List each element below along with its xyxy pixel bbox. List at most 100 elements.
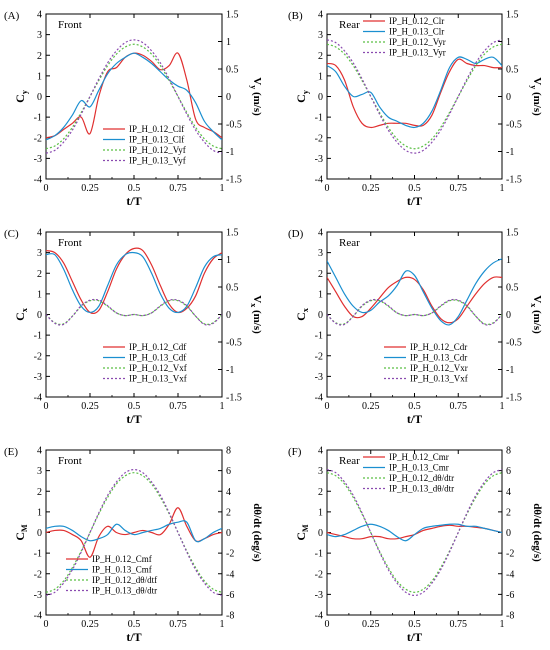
- y-left-axis-label: CM: [13, 524, 29, 541]
- x-tick-label: 0.25: [362, 619, 380, 630]
- legend-entry: IP_H_0.12_dθ/dtr: [389, 473, 454, 483]
- x-axis-label: t/T: [407, 412, 422, 426]
- y-right-tick-label: 6: [506, 466, 511, 477]
- y-left-tick-label: 3: [318, 30, 323, 41]
- y-left-tick-label: 1: [318, 507, 323, 518]
- y-left-tick-label: -2: [34, 351, 42, 362]
- series-line-ip-h-0-13-cmr: [327, 523, 502, 542]
- y-left-axis-label-sub: M: [20, 524, 29, 532]
- y-left-tick-label: 1: [37, 289, 42, 300]
- legend-entry: IP_H_0.12_Cdf: [129, 342, 186, 352]
- x-tick-label: 1: [500, 619, 505, 630]
- x-tick-label: 0: [44, 401, 49, 412]
- y-right-axis-label-sub: y: [529, 85, 538, 89]
- x-axis-label: t/T: [407, 630, 422, 644]
- legend-entry: IP_H_0.13_Vxf: [410, 374, 468, 384]
- legend: IP_H_0.12_CmfIP_H_0.13_CmfIP_H_0.12_dθ/d…: [66, 554, 157, 596]
- y-right-tick-label: 0: [506, 528, 511, 539]
- series-line-ip-h-0-13-vxf: [46, 298, 222, 326]
- legend-entry: IP_H_0.12_Vyr: [389, 37, 446, 47]
- y-right-axis-label-sub: y: [249, 85, 258, 89]
- y-left-tick-label: -2: [34, 569, 42, 580]
- y-right-axis-label: Vx (m/s): [249, 295, 263, 334]
- legend: IP_H_0.12_ClrIP_H_0.13_ClrIP_H_0.12_VyrI…: [363, 16, 446, 58]
- y-left-axis-label-sub: M: [301, 524, 310, 532]
- y-right-tick-label: 2: [506, 507, 511, 518]
- y-left-tick-label: 0: [318, 310, 323, 321]
- location-label: Front: [58, 455, 82, 467]
- y-left-tick-label: 0: [37, 92, 42, 103]
- series-line-ip-h-0-13-cmf: [46, 520, 222, 543]
- y-right-tick-label: 1.5: [226, 228, 239, 239]
- y-left-tick-label: -3: [34, 372, 42, 383]
- series-line-ip-h-0-12-vyf: [46, 43, 222, 150]
- y-left-tick-label: 4: [318, 446, 323, 457]
- y-right-tick-label: 1: [226, 255, 231, 266]
- series-line-ip-h-0-12-vxf: [46, 299, 222, 325]
- x-tick-label: 1: [500, 401, 505, 412]
- legend-entry: IP_H_0.13_Cdr: [410, 353, 467, 363]
- y-left-tick-label: -1: [34, 549, 42, 560]
- series-line-ip-h-0-13-clr: [327, 56, 502, 129]
- y-right-tick-label: -2: [506, 549, 514, 560]
- legend-entry: IP_H_0.12_dθ/dtf: [92, 575, 157, 585]
- y-right-tick-label: 0: [506, 310, 511, 321]
- series-line-ip-h-0-13-cdf: [46, 251, 222, 314]
- y-right-tick-label: -8: [506, 611, 514, 622]
- y-left-tick-label: 4: [37, 228, 42, 239]
- y-left-tick-label: 2: [318, 51, 323, 62]
- legend-entry: IP_H_0.12_Vxr: [410, 363, 468, 373]
- y-left-tick-label: -2: [315, 351, 323, 362]
- y-left-axis-label-main: C: [294, 94, 308, 103]
- y-left-tick-label: 4: [318, 228, 323, 239]
- x-tick-label: 0.5: [408, 401, 421, 412]
- series-line-ip-h-0-13-vyr: [327, 39, 502, 154]
- legend-entry: IP_H_0.12_Clf: [129, 124, 184, 134]
- y-right-axis-label: Vy (m/s): [529, 77, 543, 116]
- y-right-tick-label: 0.5: [506, 283, 519, 294]
- x-tick-label: 0.75: [450, 183, 468, 194]
- legend-entry: IP_H_0.12_Cmf: [92, 554, 152, 564]
- y-right-tick-label: -6: [506, 590, 514, 601]
- series-lines: [327, 39, 502, 154]
- y-right-axis-label-main: V: [531, 295, 543, 303]
- legend-entry: IP_H_0.12_Vyf: [129, 145, 186, 155]
- y-right-tick-label: 8: [226, 446, 231, 457]
- x-tick-label: 0: [325, 183, 330, 194]
- y-right-tick-label: 1.5: [506, 228, 519, 239]
- x-tick-label: 0: [325, 401, 330, 412]
- y-right-tick-label: 0: [226, 310, 231, 321]
- y-left-axis-label-sub: x: [301, 308, 310, 312]
- legend-entry: IP_H_0.13_dθ/dtr: [389, 484, 454, 494]
- y-right-tick-label: -1: [506, 365, 514, 376]
- y-right-tick-label: -1: [506, 147, 514, 158]
- y-right-tick-label: 1.5: [226, 10, 239, 21]
- x-tick-label: 0.75: [169, 183, 187, 194]
- y-left-tick-label: 2: [37, 269, 42, 280]
- y-left-axis-label-sub: y: [301, 90, 310, 94]
- y-left-tick-label: 2: [318, 269, 323, 280]
- y-right-tick-label: 1: [226, 37, 231, 48]
- legend-entry: IP_H_0.13_Cdf: [129, 353, 186, 363]
- y-right-tick-label: -1: [226, 365, 234, 376]
- x-tick-label: 0.5: [408, 183, 421, 194]
- y-right-tick-label: 4: [506, 487, 511, 498]
- x-tick-label: 1: [220, 183, 225, 194]
- y-left-tick-label: -3: [34, 154, 42, 165]
- y-left-tick-label: 1: [318, 71, 323, 82]
- panel-label: (C): [4, 228, 19, 240]
- y-left-tick-label: -2: [315, 133, 323, 144]
- y-left-tick-label: 0: [318, 92, 323, 103]
- y-right-tick-label: -4: [506, 569, 514, 580]
- y-right-tick-label: -1: [226, 147, 234, 158]
- legend-entry: IP_H_0.13_Vyf: [129, 156, 186, 166]
- location-label: Rear: [339, 237, 360, 249]
- series-line-ip-h-0-13-cdr: [327, 258, 502, 326]
- series-line-ip-h-0-13-vxf: [327, 298, 502, 326]
- y-right-tick-label: -8: [226, 611, 234, 622]
- legend: IP_H_0.12_CmrIP_H_0.13_CmrIP_H_0.12_dθ/d…: [363, 452, 454, 494]
- panel-label: (E): [4, 446, 18, 458]
- y-left-tick-label: 3: [37, 30, 42, 41]
- series-line-ip-h-0-12-cmr: [327, 524, 502, 540]
- y-right-tick-label: 1: [506, 255, 511, 266]
